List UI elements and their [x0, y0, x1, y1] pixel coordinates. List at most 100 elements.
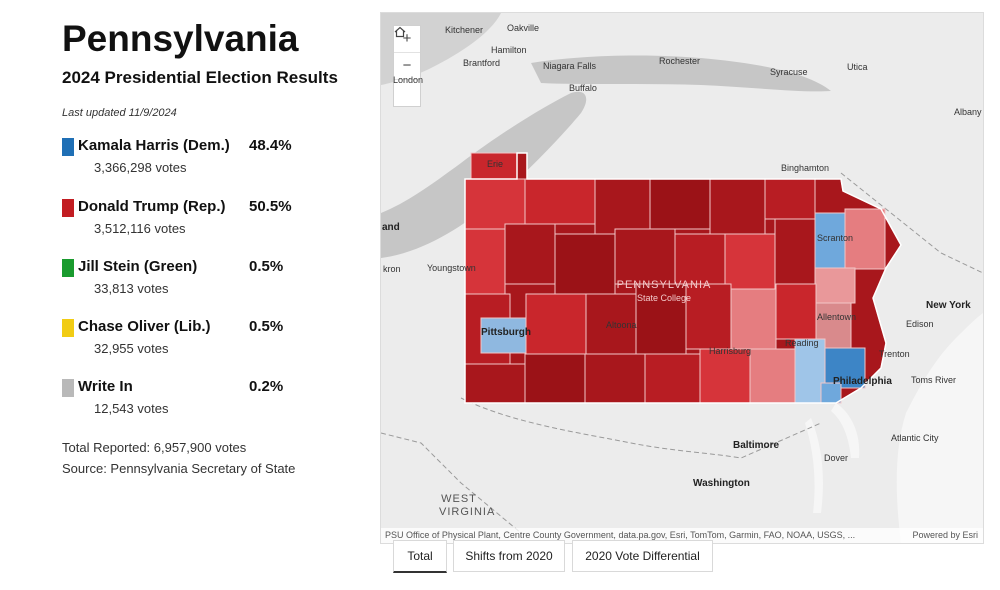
delaware-bay	[831, 403, 860, 458]
candidate-name: Donald Trump (Rep.)	[78, 198, 226, 215]
candidate-name: Jill Stein (Green)	[78, 258, 198, 275]
place-label: Pittsburgh	[481, 327, 531, 338]
place-label: Rochester	[659, 56, 701, 66]
place-label: Niagara Falls	[543, 61, 597, 71]
county	[775, 283, 817, 340]
county	[724, 233, 776, 290]
candidate-percent: 48.4%	[249, 137, 292, 154]
county	[844, 208, 886, 270]
candidate-votes: 33,813 votes	[94, 281, 169, 296]
county	[480, 317, 527, 354]
home-button[interactable]	[394, 26, 420, 106]
place-label: Trenton	[879, 349, 910, 359]
trump-swatch	[62, 199, 74, 217]
place-label: kron	[383, 264, 401, 274]
candidate-votes: 12,543 votes	[94, 401, 169, 416]
powered-by-esri[interactable]: Powered by Esri	[912, 530, 978, 540]
place-label: Albany	[954, 107, 982, 117]
candidate-stein: Jill Stein (Green) 0.5% 33,813 votes	[62, 258, 362, 304]
place-label: New York	[926, 300, 971, 311]
place-label: Hamilton	[491, 45, 527, 55]
county	[749, 348, 796, 404]
county	[525, 293, 587, 355]
county	[524, 353, 586, 404]
candidate-percent: 0.2%	[249, 378, 284, 395]
lake-ontario	[531, 55, 831, 92]
place-label: Syracuse	[770, 67, 808, 77]
atlantic-ocean	[896, 313, 983, 543]
zoom-controls: + −	[393, 25, 421, 107]
candidate-name: Chase Oliver (Lib.)	[78, 318, 211, 335]
place-label: Utica	[847, 62, 868, 72]
place-label: London	[393, 75, 424, 85]
candidate-trump: Donald Trump (Rep.) 50.5% 3,512,116 vote…	[62, 198, 362, 244]
tab-2020-vote-differential[interactable]: 2020 Vote Differential	[572, 540, 713, 572]
place-label: Harrisburg	[709, 346, 752, 356]
place-label: Binghamton	[781, 163, 830, 173]
zoom-in-button[interactable]: +	[394, 26, 420, 53]
tab-shifts-from-2020[interactable]: Shifts from 2020	[453, 540, 565, 572]
county	[464, 178, 526, 230]
place-label: Atlantic City	[891, 433, 939, 443]
county	[649, 178, 711, 230]
election-map[interactable]: + − Kitchener Oakville Hamilton Brantfor…	[380, 12, 984, 544]
county	[794, 338, 826, 404]
ny-nj-border	[840, 172, 983, 274]
place-label: Baltimore	[733, 440, 780, 451]
candidate-write-in: Write In 0.2% 12,543 votes	[62, 378, 362, 424]
candidate-percent: 0.5%	[249, 318, 284, 335]
place-label: Brantford	[463, 58, 501, 68]
county	[730, 288, 777, 350]
candidate-name: Write In	[78, 378, 133, 395]
wv-border	[381, 432, 522, 534]
attribution-text: PSU Office of Physical Plant, Centre Cou…	[385, 530, 856, 540]
place-label: and	[382, 222, 400, 233]
candidate-name: Kamala Harris (Dem.)	[78, 137, 230, 154]
place-label: Altoona	[606, 320, 637, 330]
oliver-swatch	[62, 319, 74, 337]
md-va-border	[460, 397, 822, 459]
county	[824, 347, 866, 389]
candidate-votes: 3,512,116 votes	[94, 221, 186, 236]
state-label-pennsylvania: PENNSYLVANIA State College	[609, 279, 719, 305]
chesapeake-bay	[805, 418, 823, 513]
county	[504, 223, 556, 285]
county	[685, 283, 732, 350]
county	[584, 353, 646, 404]
county	[464, 363, 526, 404]
pa-line-2: State College	[636, 293, 692, 303]
place-label: Scranton	[817, 233, 854, 243]
county	[644, 353, 701, 404]
last-updated: Last updated 11/9/2024	[62, 107, 177, 119]
place-label: Youngstown	[427, 263, 476, 273]
stein-swatch	[62, 259, 74, 277]
home-icon	[394, 26, 406, 38]
wv-line-1: WEST	[441, 493, 477, 505]
candidate-harris: Kamala Harris (Dem.) 48.4% 3,366,298 vot…	[62, 137, 362, 183]
place-label: Dover	[824, 453, 849, 463]
candidate-votes: 3,366,298 votes	[94, 160, 187, 175]
county	[674, 233, 726, 285]
place-label: Allentown	[817, 312, 857, 322]
county	[554, 233, 616, 295]
page-subtitle: 2024 Presidential Election Results	[62, 68, 338, 87]
county	[709, 178, 766, 235]
wv-line-2: VIRGINIA	[439, 506, 496, 518]
place-label: Kitchener	[445, 25, 484, 35]
write-in-swatch	[62, 379, 74, 397]
map-canvas[interactable]	[381, 13, 983, 543]
county	[464, 228, 506, 295]
state-label-west-virginia: WEST VIRGINIA	[439, 493, 496, 519]
place-label: Oakville	[507, 23, 540, 33]
county	[614, 228, 676, 285]
county	[524, 178, 596, 225]
tab-total[interactable]: Total	[393, 540, 447, 573]
map-attribution: PSU Office of Physical Plant, Centre Cou…	[381, 528, 983, 543]
candidate-oliver: Chase Oliver (Lib.) 0.5% 32,955 votes	[62, 318, 362, 364]
place-label: Buffalo	[569, 83, 597, 93]
harris-swatch	[62, 138, 74, 156]
candidate-votes: 32,955 votes	[94, 341, 169, 356]
county	[774, 218, 816, 285]
total-reported: Total Reported: 6,957,900 votes	[62, 440, 247, 455]
zoom-out-button[interactable]: −	[394, 53, 420, 80]
